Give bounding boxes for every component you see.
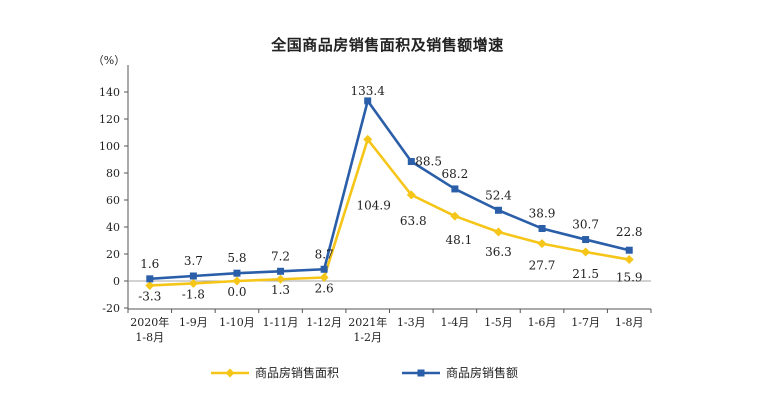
data-point-marker bbox=[624, 255, 634, 265]
series-line-0 bbox=[149, 138, 630, 287]
y-tick-label: 20 bbox=[106, 248, 120, 261]
data-point-marker bbox=[581, 247, 591, 257]
y-tick-label: 40 bbox=[106, 221, 120, 234]
data-point-marker bbox=[364, 97, 372, 105]
x-tick-label: 2020年 bbox=[130, 315, 169, 329]
chart-title: 全国商品房销售面积及销售额增速 bbox=[271, 36, 504, 54]
legend-label-1: 商品房销售额 bbox=[446, 365, 518, 380]
x-tick-label: 2021年 bbox=[348, 315, 387, 329]
data-point-marker bbox=[232, 276, 242, 286]
data-label: 1.6 bbox=[140, 257, 159, 271]
data-point-marker bbox=[319, 272, 329, 282]
data-label: 0.0 bbox=[227, 285, 246, 299]
x-tick-label: 1-2月 bbox=[353, 331, 382, 344]
data-label: -3.3 bbox=[138, 289, 161, 303]
y-tick-label: 120 bbox=[99, 113, 120, 126]
data-point-marker bbox=[407, 158, 415, 166]
data-point-marker bbox=[538, 224, 546, 232]
data-label: 36.3 bbox=[485, 245, 512, 259]
data-point-marker bbox=[582, 236, 590, 244]
data-label: 5.8 bbox=[227, 251, 246, 265]
data-label: 8.7 bbox=[315, 247, 334, 261]
data-point-marker bbox=[451, 185, 459, 193]
data-point-marker bbox=[625, 246, 633, 254]
data-point-marker bbox=[537, 239, 547, 249]
data-label: 38.9 bbox=[529, 206, 556, 220]
y-tick-label: 60 bbox=[106, 194, 120, 207]
x-tick-label: 1-4月 bbox=[441, 316, 470, 329]
data-point-marker bbox=[276, 274, 286, 284]
x-tick-label: 1-6月 bbox=[528, 316, 557, 329]
data-label: 15.9 bbox=[616, 271, 643, 285]
x-tick-label: 1-11月 bbox=[263, 316, 299, 329]
y-tick-label: 0 bbox=[113, 275, 120, 288]
data-label: 22.8 bbox=[616, 225, 643, 239]
data-point-marker bbox=[233, 269, 241, 277]
y-tick-label: 140 bbox=[99, 86, 120, 99]
data-point-marker bbox=[188, 278, 198, 288]
data-point-marker bbox=[146, 275, 154, 283]
x-tick-label: 1-3月 bbox=[397, 316, 426, 329]
y-axis-unit-label: （%） bbox=[93, 54, 125, 67]
data-label: -1.8 bbox=[182, 287, 205, 301]
y-tick-label: 80 bbox=[106, 167, 120, 180]
series-line-1 bbox=[149, 99, 630, 281]
data-label: 7.2 bbox=[271, 249, 290, 263]
x-tick-label: 1-5月 bbox=[484, 316, 513, 329]
data-label: 63.8 bbox=[400, 214, 427, 228]
data-label: 133.4 bbox=[351, 84, 386, 98]
data-point-marker bbox=[189, 272, 197, 280]
data-label: 52.4 bbox=[485, 188, 512, 202]
data-point-marker bbox=[363, 134, 373, 144]
data-label: 2.6 bbox=[315, 281, 334, 295]
y-tick-label: -20 bbox=[102, 302, 120, 315]
data-point-marker bbox=[277, 267, 285, 275]
data-point-marker bbox=[320, 265, 328, 273]
x-tick-label: 1-12月 bbox=[306, 316, 342, 329]
x-tick-label: 1-8月 bbox=[615, 316, 644, 329]
data-label: 48.1 bbox=[446, 233, 473, 247]
data-label: 88.5 bbox=[415, 155, 442, 169]
data-point-marker bbox=[493, 227, 503, 237]
legend-marker-0 bbox=[225, 368, 235, 378]
data-point-marker bbox=[145, 280, 155, 290]
data-label: 104.9 bbox=[357, 198, 391, 212]
data-point-marker bbox=[494, 206, 502, 214]
data-label: 30.7 bbox=[572, 218, 599, 232]
x-tick-label: 1-9月 bbox=[179, 316, 208, 329]
data-label: 1.3 bbox=[271, 283, 290, 297]
data-label: 3.7 bbox=[184, 254, 203, 268]
legend-marker-1 bbox=[417, 369, 425, 377]
data-point-marker bbox=[406, 190, 416, 200]
data-label: 68.2 bbox=[442, 167, 469, 181]
x-tick-label: 1-8月 bbox=[135, 331, 164, 344]
data-label: 27.7 bbox=[529, 259, 556, 273]
legend-label-0: 商品房销售面积 bbox=[255, 365, 339, 380]
data-label: 21.5 bbox=[572, 267, 599, 281]
data-point-marker bbox=[450, 211, 460, 221]
x-tick-label: 1-10月 bbox=[219, 316, 255, 329]
x-tick-label: 1-7月 bbox=[571, 316, 600, 329]
y-tick-label: 100 bbox=[99, 140, 120, 153]
